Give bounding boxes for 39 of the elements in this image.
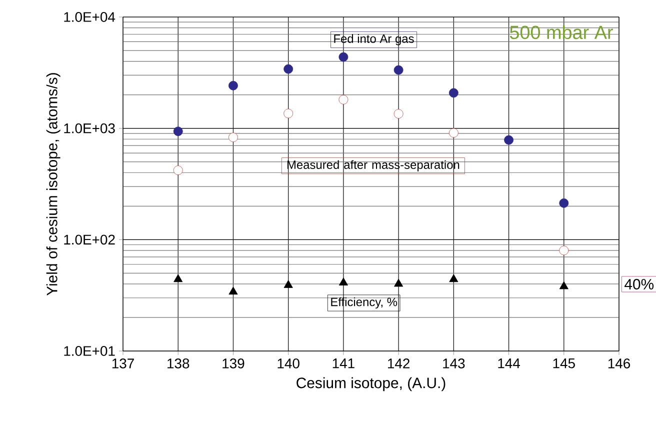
point bbox=[338, 52, 348, 62]
x-tick-label: 137 bbox=[112, 358, 134, 368]
point bbox=[504, 135, 514, 145]
x-tick-label: 144 bbox=[498, 358, 520, 368]
x-tick-label: 140 bbox=[278, 358, 300, 368]
point bbox=[338, 94, 348, 104]
point bbox=[228, 286, 238, 295]
point bbox=[338, 278, 348, 286]
y-tick-label: 1.0E+03 bbox=[64, 123, 115, 134]
x-axis-title: Cesium isotope, (A.U.) bbox=[296, 377, 446, 392]
point bbox=[284, 108, 294, 118]
point bbox=[174, 274, 183, 282]
y-axis-title: Yield of cesium isotope, (atoms/s) bbox=[46, 73, 60, 296]
y-tick-label: 1.0E+01 bbox=[64, 346, 115, 356]
point bbox=[449, 274, 458, 282]
x-tick-label: 146 bbox=[608, 358, 630, 368]
x-tick-label: 141 bbox=[332, 358, 354, 368]
x-tick-label: 142 bbox=[388, 358, 410, 368]
point bbox=[559, 246, 569, 256]
y-tick-label: 1.0E+02 bbox=[64, 234, 115, 245]
point bbox=[394, 65, 404, 75]
point bbox=[448, 128, 458, 138]
point bbox=[173, 166, 183, 175]
y-tick-label: 1.0E+04 bbox=[64, 12, 116, 22]
point bbox=[284, 280, 293, 288]
point bbox=[448, 88, 458, 98]
x-tick-label: 145 bbox=[553, 358, 575, 368]
point bbox=[173, 126, 183, 136]
x-tick-label: 138 bbox=[168, 358, 190, 368]
point bbox=[228, 80, 238, 90]
x-tick-label: 143 bbox=[443, 358, 465, 368]
point bbox=[394, 278, 404, 287]
point bbox=[559, 281, 568, 290]
x-tick-label: 139 bbox=[222, 358, 244, 368]
text: 40% bbox=[624, 278, 654, 290]
point bbox=[394, 109, 404, 119]
point bbox=[559, 198, 569, 208]
point bbox=[284, 64, 294, 74]
point bbox=[228, 132, 238, 142]
